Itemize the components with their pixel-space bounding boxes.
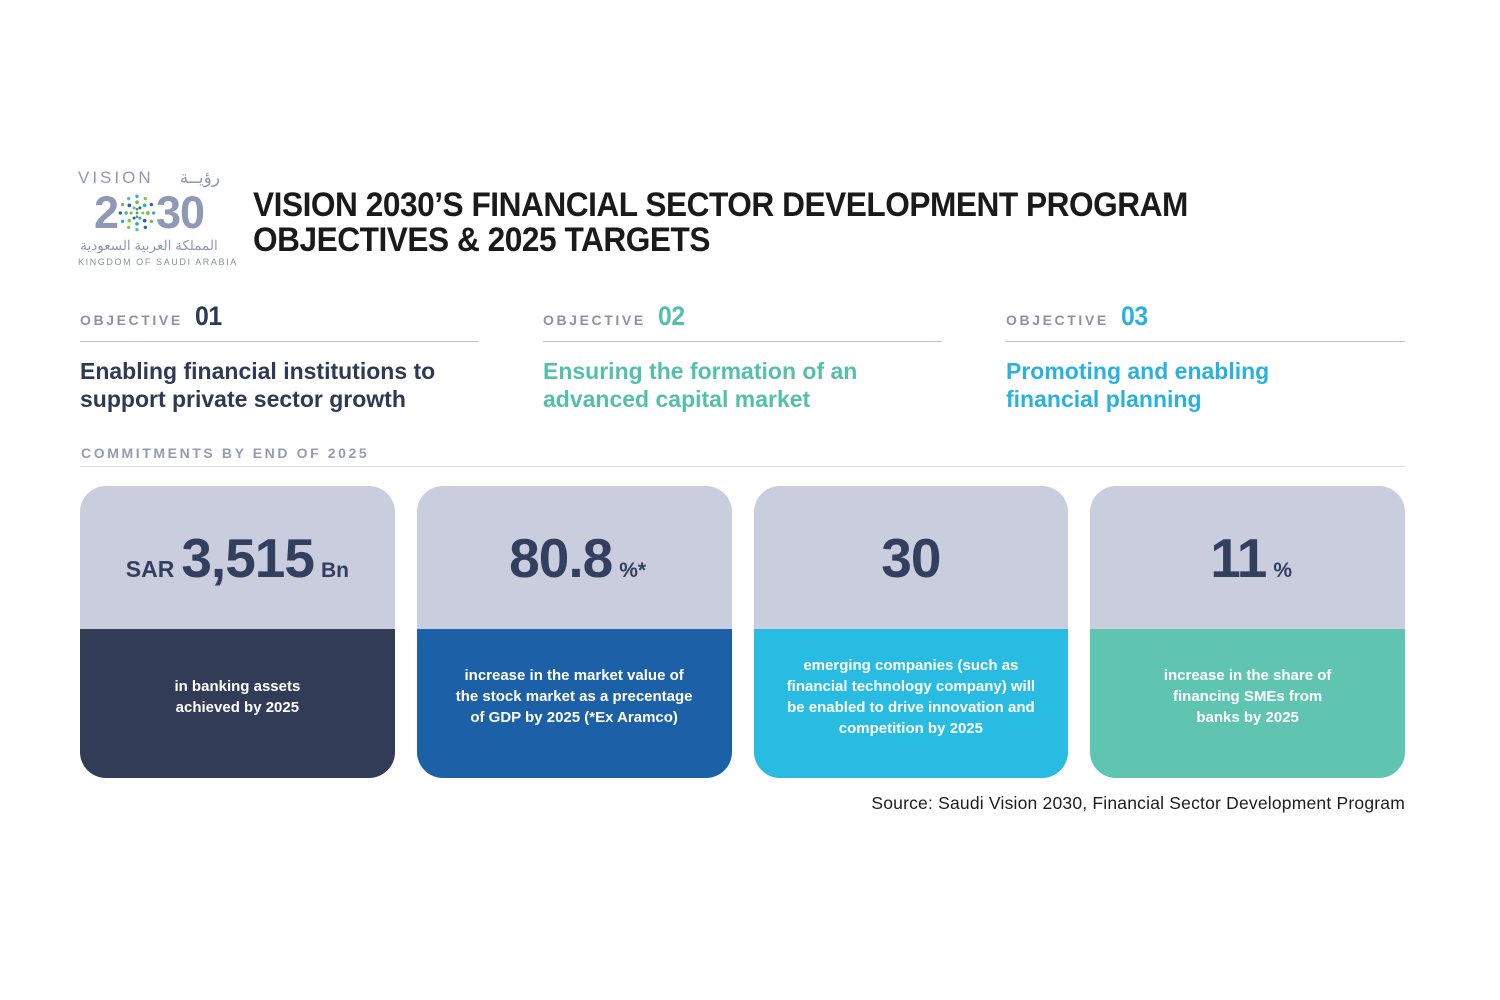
objective-3: OBJECTIVE 03 Promoting and enabling fina… xyxy=(1006,301,1405,413)
card-stock-market-gdp-figure: 80.8 %* xyxy=(502,526,646,590)
objective-2-header: OBJECTIVE 02 xyxy=(543,301,942,342)
objective-2-title: Ensuring the formation of an advanced ca… xyxy=(543,358,858,412)
card-emerging-companies-figure: 30 xyxy=(874,526,947,590)
palm-mosaic-emblem-icon xyxy=(118,194,156,231)
figure-value: 30 xyxy=(881,526,941,589)
figure-unit-suffix: % xyxy=(1273,558,1293,582)
objective-3-header: OBJECTIVE 03 xyxy=(1006,301,1405,342)
card-emerging-companies: 30 emerging companies (such as financial… xyxy=(753,486,1069,778)
card-sme-financing: 11 % increase in the share of financing … xyxy=(1090,486,1405,778)
card-sme-financing-figure-area: 11 % xyxy=(1090,486,1405,629)
page-title: VISION 2030’S FINANCIAL SECTOR DEVELOPME… xyxy=(253,186,1188,259)
objective-1-title: Enabling financial institutions to suppo… xyxy=(80,358,436,412)
commitment-cards: SAR 3,515 Bn in banking assets achieved … xyxy=(80,486,1405,778)
logo-year-prefix: 2 xyxy=(93,187,119,238)
objective-2-label: OBJECTIVE xyxy=(543,312,646,328)
logo-country-arabic: المملكة العربية السعودية xyxy=(80,238,218,253)
card-sme-financing-description: increase in the share of financing SMEs … xyxy=(1090,629,1405,778)
figure-unit-suffix: %* xyxy=(619,558,647,582)
figure-unit-suffix: Bn xyxy=(320,558,349,582)
vision-2030-logo: VISION رؤيــة 2 xyxy=(78,168,238,267)
card-emerging-companies-description: emerging companies (such as financial te… xyxy=(753,629,1069,778)
commitments-divider xyxy=(80,466,1405,467)
objective-3-label: OBJECTIVE xyxy=(1006,312,1109,328)
card-banking-assets-figure: SAR 3,515 Bn xyxy=(126,526,349,590)
card-emerging-companies-figure-area: 30 xyxy=(753,486,1069,629)
card-banking-assets: SAR 3,515 Bn in banking assets achieved … xyxy=(80,486,395,778)
figure-value: 11 xyxy=(1210,526,1267,589)
card-stock-market-gdp: 80.8 %* increase in the market value of … xyxy=(416,486,732,778)
logo-year-row: 2 xyxy=(78,190,220,235)
source-attribution: Source: Saudi Vision 2030, Financial Sec… xyxy=(871,793,1405,813)
logo-wordmark-row: VISION رؤيــة xyxy=(78,168,220,188)
card-banking-assets-figure-area: SAR 3,515 Bn xyxy=(80,486,395,629)
commitments-section-label: COMMITMENTS BY END OF 2025 xyxy=(81,445,370,461)
figure-value: 3,515 xyxy=(181,526,315,589)
card-sme-financing-figure: 11 % xyxy=(1203,526,1292,590)
objective-2-number: 02 xyxy=(657,301,685,331)
logo-vision-arabic: رؤيــة xyxy=(179,168,220,187)
logo-country-latin: KINGDOM OF SAUDI ARABIA xyxy=(78,257,238,267)
objective-1-header: OBJECTIVE 01 xyxy=(80,301,479,342)
objectives-row: OBJECTIVE 01 Enabling financial institut… xyxy=(80,301,1405,413)
objective-1-label: OBJECTIVE xyxy=(80,312,183,328)
card-stock-market-gdp-figure-area: 80.8 %* xyxy=(416,486,732,629)
card-banking-assets-description: in banking assets achieved by 2025 xyxy=(80,629,395,778)
figure-currency-prefix: SAR xyxy=(125,555,175,582)
card-stock-market-gdp-description: increase in the market value of the stoc… xyxy=(416,629,732,778)
figure-value: 80.8 xyxy=(509,526,613,589)
objective-1: OBJECTIVE 01 Enabling financial institut… xyxy=(80,301,479,413)
logo-year-suffix: 30 xyxy=(155,187,205,238)
objective-2: OBJECTIVE 02 Ensuring the formation of a… xyxy=(543,301,942,413)
objective-3-title: Promoting and enabling financial plannin… xyxy=(1006,358,1270,412)
objective-1-number: 01 xyxy=(194,301,222,331)
objective-3-number: 03 xyxy=(1120,301,1148,331)
logo-vision-latin: VISION xyxy=(78,168,154,187)
